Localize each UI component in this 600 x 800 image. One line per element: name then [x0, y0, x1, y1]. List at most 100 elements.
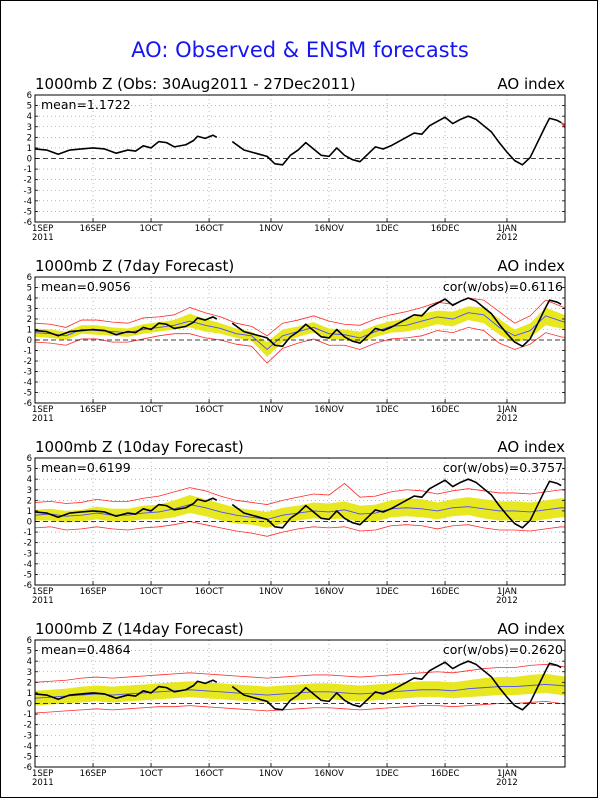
x-tick-label: 1NOV [259, 224, 283, 234]
y-tick-label: 3 [27, 123, 32, 133]
y-tick-label: -4 [24, 742, 32, 752]
observed-ao-line [231, 297, 562, 348]
y-tick-label: -3 [24, 549, 32, 559]
x-tick-label: 16SEP [80, 587, 107, 597]
y-tick-label: 2 [27, 496, 32, 506]
mean-label: mean=0.4864 [41, 642, 131, 657]
y-tick-label: -6 [24, 218, 32, 228]
ensemble-member-line-6 [560, 122, 565, 129]
y-tick-label: 5 [27, 465, 32, 475]
y-tick-label: -5 [24, 207, 32, 217]
observed-ao-line [231, 660, 562, 711]
x-tick-label: 1OCT [139, 587, 163, 597]
correlation-label: cor(w/obs)=0.2620 [443, 642, 563, 657]
y-tick-label: -2 [24, 357, 32, 367]
ensemble-member-line-7 [560, 122, 565, 126]
x-tick-label: 16SEP [80, 769, 107, 779]
y-tick-label: -2 [24, 539, 32, 549]
x-tick-label: 16DEC [431, 224, 460, 234]
index-label: AO index [497, 438, 565, 456]
y-tick-label: 3 [27, 305, 32, 315]
y-tick-label: 6 [27, 454, 32, 464]
y-tick-label: 4 [27, 112, 32, 122]
y-tick-label: 6 [27, 273, 32, 283]
y-tick-label: -6 [24, 399, 32, 409]
x-tick-label: 1DEC [375, 587, 398, 597]
x-tick-label: 1DEC [375, 224, 398, 234]
ensemble-member-line-3 [560, 122, 565, 129]
y-tick-label: 0 [27, 518, 32, 528]
x-tick-label: 16NOV [314, 769, 344, 779]
y-tick-label: -4 [24, 560, 32, 570]
y-tick-label: -4 [24, 378, 32, 388]
y-tick-label: -1 [24, 347, 32, 357]
ensemble-member-line-5 [560, 122, 565, 127]
y-tick-label: 5 [27, 102, 32, 112]
y-tick-label: -1 [24, 165, 32, 175]
x-tick-label: 16OCT [195, 587, 224, 597]
panel-title: 1000mb Z (7day Forecast) [35, 257, 234, 275]
y-tick-label: 5 [27, 647, 32, 657]
x-tick-label: 1JAN [497, 587, 517, 597]
ensemble-max-line [35, 297, 565, 337]
x-tick-label: 1SEP [32, 769, 53, 779]
x-tick-year: 2011 [32, 414, 54, 424]
index-label: AO index [497, 257, 565, 275]
observed-ao-line [35, 497, 218, 519]
y-tick-label: -6 [24, 763, 32, 773]
y-tick-label: 5 [27, 284, 32, 294]
y-tick-label: 0 [27, 336, 32, 346]
y-tick-label: 1 [27, 507, 32, 517]
ensemble-min-line [35, 521, 565, 537]
x-tick-label: 1SEP [32, 405, 53, 415]
x-tick-label: 1NOV [259, 587, 283, 597]
observed-ao-line [35, 134, 218, 156]
x-tick-label: 1DEC [375, 769, 398, 779]
figure-title: AO: Observed & ENSM forecasts [131, 38, 469, 62]
y-tick-label: 4 [27, 657, 32, 667]
x-tick-label: 16OCT [195, 405, 224, 415]
x-tick-year: 2011 [32, 233, 54, 243]
y-tick-label: 6 [27, 91, 32, 101]
ensemble-member-line-2 [560, 122, 565, 126]
ensemble-max-line [35, 482, 565, 505]
observed-ao-line [231, 115, 562, 166]
x-tick-label: 16OCT [195, 224, 224, 234]
y-tick-label: -4 [24, 197, 32, 207]
ensemble-max-line [35, 663, 565, 683]
x-tick-label: 1OCT [139, 224, 163, 234]
y-tick-label: -3 [24, 368, 32, 378]
y-tick-label: 1 [27, 144, 32, 154]
ensemble-member-line-4 [560, 122, 565, 125]
y-tick-label: 3 [27, 668, 32, 678]
x-tick-label: 16DEC [431, 769, 460, 779]
mean-label: mean=0.9056 [41, 279, 131, 294]
x-tick-year: 2011 [32, 778, 54, 788]
y-tick-label: -6 [24, 581, 32, 591]
ensemble-mean-line [35, 683, 565, 699]
y-tick-label: 1 [27, 689, 32, 699]
y-tick-label: -1 [24, 528, 32, 538]
y-tick-label: -2 [24, 176, 32, 186]
y-tick-label: -5 [24, 752, 32, 762]
x-tick-label: 16NOV [314, 224, 344, 234]
y-tick-label: 4 [27, 475, 32, 485]
y-tick-label: 2 [27, 678, 32, 688]
ensemble-member-line-8 [560, 122, 565, 128]
y-tick-label: -5 [24, 570, 32, 580]
observed-ao-line [35, 316, 218, 337]
y-tick-label: 0 [27, 700, 32, 710]
x-tick-label: 1JAN [497, 405, 517, 415]
panel-title: 1000mb Z (14day Forecast) [35, 620, 244, 638]
x-tick-label: 1SEP [32, 224, 53, 234]
x-tick-year: 2012 [496, 233, 518, 243]
y-tick-label: -5 [24, 389, 32, 399]
x-tick-label: 1OCT [139, 405, 163, 415]
plot-area [35, 640, 565, 767]
ensemble-spread-band [35, 673, 565, 706]
x-tick-label: 1NOV [259, 405, 283, 415]
